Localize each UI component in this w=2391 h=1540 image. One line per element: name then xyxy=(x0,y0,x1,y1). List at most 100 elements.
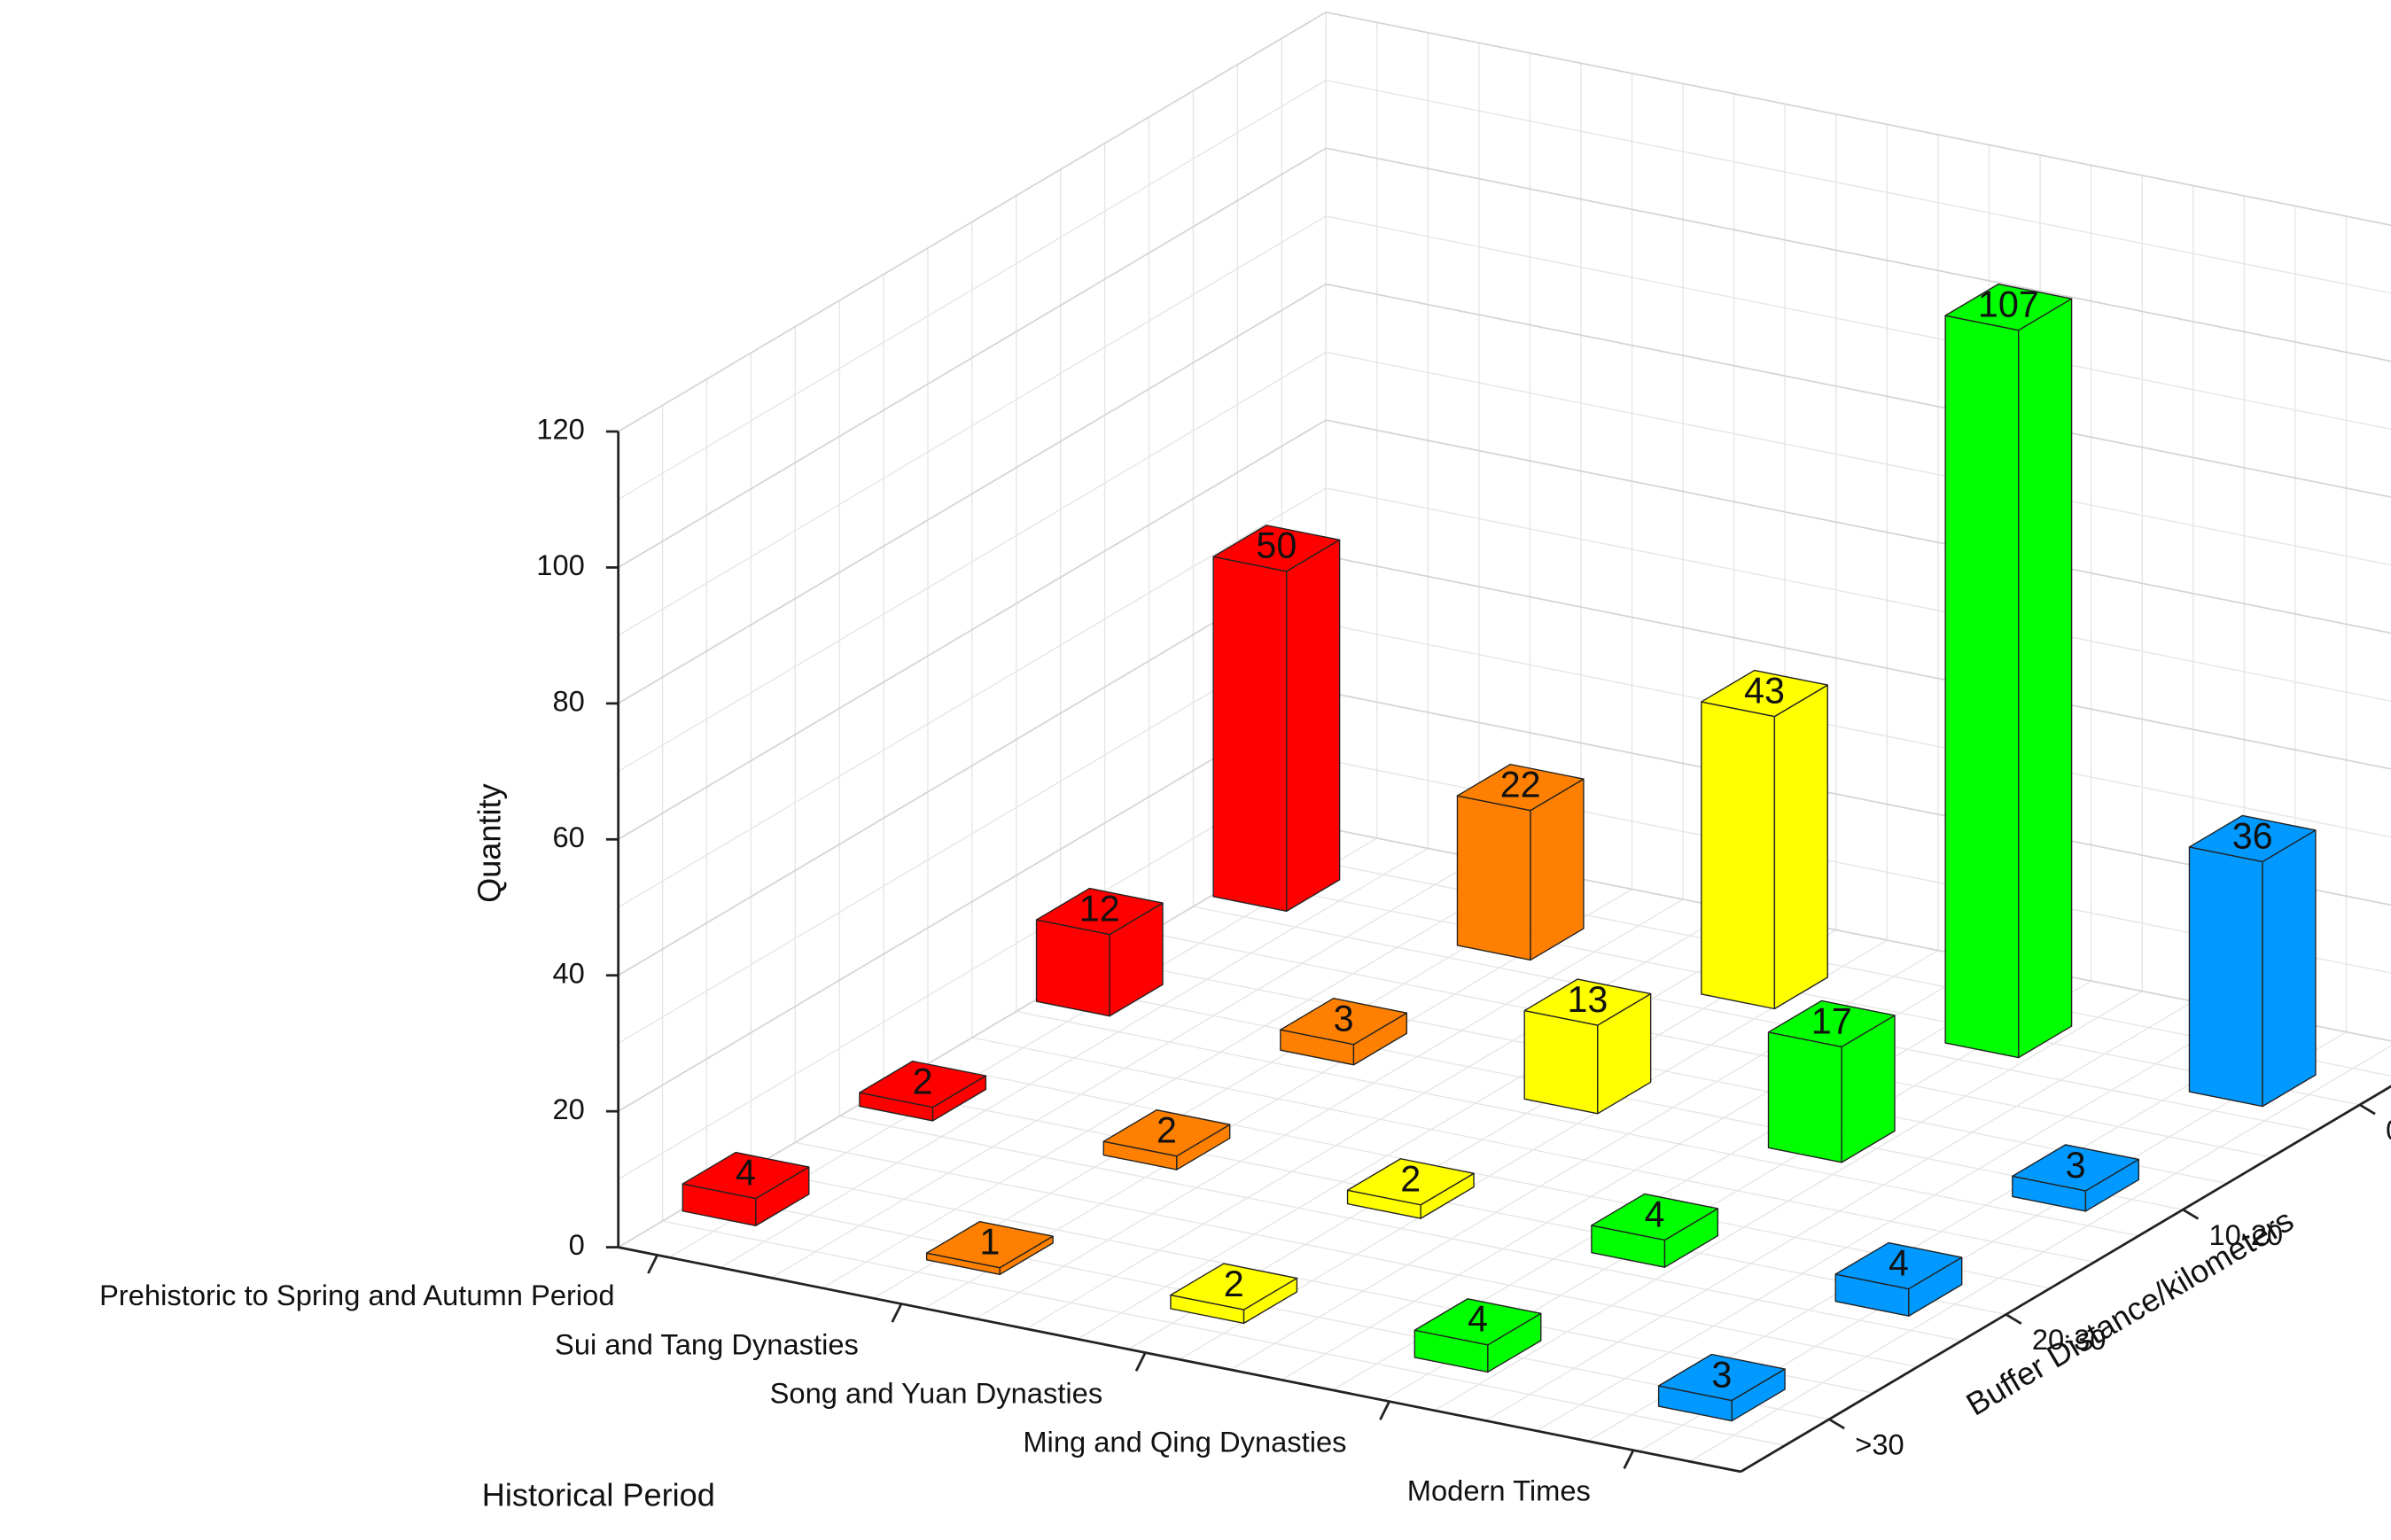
x-axis-title: Historical Period xyxy=(482,1476,715,1513)
bar-front xyxy=(2188,846,2263,1108)
x-tick-label: Song and Yuan Dynasties xyxy=(770,1376,1103,1409)
data-label: 43 xyxy=(1744,670,1785,711)
data-label: 3 xyxy=(1711,1354,1732,1395)
y-tick-label: 0-10 xyxy=(2386,1113,2391,1146)
data-label: 36 xyxy=(2232,815,2273,856)
bar-top xyxy=(859,1060,987,1108)
bar-top xyxy=(2188,814,2317,863)
data-label: 4 xyxy=(1645,1194,1665,1234)
bar-top xyxy=(2012,1144,2139,1192)
floor-grid-line xyxy=(795,1141,1918,1368)
data-label: 107 xyxy=(1978,284,2039,325)
wall-minor-grid-line xyxy=(618,623,1327,1045)
data-label: 2 xyxy=(1224,1264,1244,1304)
y-tick xyxy=(2005,1313,2022,1325)
bar-top xyxy=(1701,669,1828,718)
bar-front xyxy=(1767,1031,1842,1163)
x-tick xyxy=(1623,1450,1635,1469)
floor-grid-line xyxy=(839,1116,1962,1342)
grid-line xyxy=(618,691,1327,1112)
grid-line xyxy=(1325,419,2391,634)
wall-minor-grid-line xyxy=(1325,487,2391,702)
floor-grid-line xyxy=(927,1062,2051,1289)
z-tick-label: 40 xyxy=(552,956,584,989)
z-tick-label: 0 xyxy=(569,1228,585,1261)
data-label: 2 xyxy=(913,1062,933,1102)
grid-line xyxy=(1325,555,2391,770)
floor-grid-line xyxy=(1149,932,2272,1158)
x-tick-label: Modern Times xyxy=(1407,1474,1591,1507)
grid-line xyxy=(618,283,1327,704)
wall-minor-grid-line xyxy=(1325,215,2391,430)
floor-grid-line xyxy=(1193,906,2317,1132)
data-label: 22 xyxy=(1500,765,1541,805)
x-tick xyxy=(1134,1351,1147,1372)
data-label: 1 xyxy=(979,1222,1000,1263)
bar-side xyxy=(2018,298,2073,1059)
grid-line xyxy=(1325,147,2391,362)
bar-top xyxy=(1767,999,1896,1048)
data-label: 2 xyxy=(1400,1159,1421,1200)
data-label: 4 xyxy=(1468,1299,1488,1340)
bar-top xyxy=(1102,1108,1231,1157)
wall-minor-grid-line xyxy=(1325,79,2391,294)
floor-grid-line xyxy=(1104,958,2228,1185)
bar-front xyxy=(1701,701,1776,1010)
bar-top xyxy=(1456,763,1585,812)
bar-top xyxy=(1212,525,1341,572)
wall-minor-grid-line xyxy=(618,215,1327,636)
data-label: 3 xyxy=(1334,999,1354,1039)
wall-minor-grid-line xyxy=(618,487,1327,908)
x-tick xyxy=(891,1303,903,1323)
x-axis xyxy=(618,1246,1741,1474)
bar-front xyxy=(1212,556,1288,913)
x-tick-label: Prehistoric to Spring and Autumn Period xyxy=(99,1279,614,1311)
z-tick-label: 60 xyxy=(552,821,584,853)
bar-top xyxy=(1035,887,1164,936)
bar-side xyxy=(1773,684,1828,1010)
bar-side xyxy=(2262,829,2317,1108)
floor-grid-line xyxy=(751,1168,1874,1394)
bar-top xyxy=(1170,1263,1298,1311)
y-axis xyxy=(1740,1085,2391,1474)
x-tick xyxy=(1379,1400,1390,1420)
grid-line xyxy=(618,555,1327,976)
data-label: 4 xyxy=(736,1152,756,1193)
z-tick-label: 120 xyxy=(536,413,585,446)
bar-top xyxy=(681,1151,810,1200)
floor-grid-line xyxy=(971,1037,2095,1263)
bar-top xyxy=(1280,998,1408,1046)
wall-minor-grid-line xyxy=(618,351,1327,773)
x-tick-label: Sui and Tang Dynasties xyxy=(555,1327,859,1360)
bar-front xyxy=(1523,1009,1599,1115)
data-label: 3 xyxy=(2066,1145,2086,1186)
bar-front xyxy=(1944,315,2020,1059)
grid-line xyxy=(618,12,1327,432)
bar-top xyxy=(1414,1298,1542,1346)
y-tick-label: >30 xyxy=(1855,1427,1904,1460)
wall-minor-grid-line xyxy=(1325,351,2391,566)
y-tick xyxy=(1828,1418,1845,1430)
bar-top xyxy=(1591,1193,1719,1241)
floor-grid-line xyxy=(662,1220,1786,1447)
wall-minor-grid-line xyxy=(618,759,1327,1180)
wall-minor-grid-line xyxy=(618,79,1327,501)
bar-side xyxy=(1286,539,1341,913)
data-label: 4 xyxy=(1889,1242,1909,1283)
bar-top xyxy=(1657,1353,1786,1402)
grid-line xyxy=(618,419,1327,841)
data-label: 50 xyxy=(1256,525,1297,566)
bar-top xyxy=(1834,1241,1963,1290)
data-label: 2 xyxy=(1157,1110,1177,1151)
y-tick-label: 10-20 xyxy=(2208,1218,2283,1251)
grid-line xyxy=(1325,11,2391,227)
wall-minor-grid-line xyxy=(1325,623,2391,838)
grid-line xyxy=(618,147,1327,569)
bar-front xyxy=(1035,919,1110,1017)
z-tick-label: 100 xyxy=(536,548,585,581)
bar-front xyxy=(1456,795,1531,961)
grid-line xyxy=(1325,283,2391,498)
y-tick-label: 20-30 xyxy=(2032,1323,2107,1356)
